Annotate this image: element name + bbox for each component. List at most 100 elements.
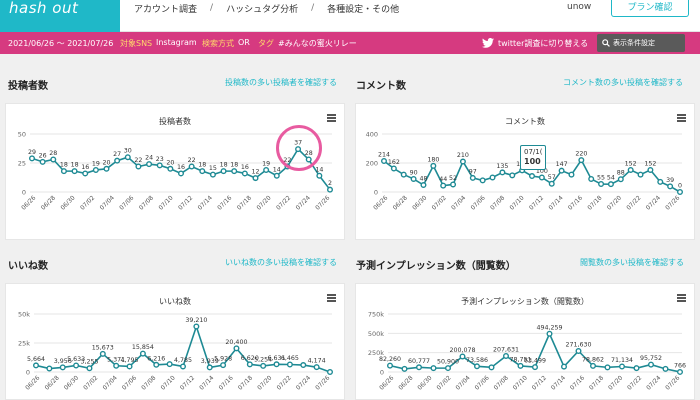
data-point[interactable]: [677, 368, 684, 375]
data-point[interactable]: [327, 368, 334, 375]
twitter-icon[interactable]: [482, 38, 494, 48]
logo[interactable]: hash out: [0, 0, 120, 32]
twitter-switch-link[interactable]: twitter調査に切り替える: [498, 39, 589, 48]
data-point[interactable]: [531, 364, 538, 371]
data-point[interactable]: [617, 176, 624, 183]
data-point[interactable]: [509, 172, 516, 179]
data-point[interactable]: [637, 171, 644, 178]
data-point[interactable]: [166, 361, 173, 368]
data-point[interactable]: [246, 361, 253, 368]
display-conditions-button[interactable]: 表示条件設定: [597, 34, 685, 52]
user-name[interactable]: unow: [567, 2, 592, 12]
data-point[interactable]: [113, 362, 120, 369]
data-point[interactable]: [60, 168, 67, 175]
nav-settings[interactable]: 各種設定・その他: [327, 4, 400, 15]
data-point[interactable]: [263, 166, 270, 173]
data-point[interactable]: [459, 353, 466, 360]
data-point[interactable]: [648, 361, 655, 368]
data-point[interactable]: [410, 175, 417, 182]
data-point[interactable]: [575, 347, 582, 354]
data-point[interactable]: [286, 361, 293, 368]
impressions-link[interactable]: 閲覧数の多い投稿を確認する: [580, 258, 684, 267]
posts-link[interactable]: 投稿数の多い投稿者を確認する: [225, 78, 337, 87]
data-point[interactable]: [528, 173, 535, 180]
data-point[interactable]: [517, 362, 524, 369]
data-point[interactable]: [33, 362, 40, 369]
data-point[interactable]: [619, 363, 626, 370]
data-point[interactable]: [607, 181, 614, 188]
data-point[interactable]: [29, 155, 36, 162]
data-point[interactable]: [220, 362, 227, 369]
data-point[interactable]: [538, 174, 545, 181]
data-point[interactable]: [430, 365, 437, 372]
data-point[interactable]: [401, 365, 408, 372]
data-point[interactable]: [260, 362, 267, 369]
plan-button[interactable]: プラン確認: [611, 0, 689, 17]
data-point[interactable]: [502, 352, 509, 359]
data-point[interactable]: [73, 362, 80, 369]
data-point[interactable]: [459, 158, 466, 165]
data-point[interactable]: [153, 361, 160, 368]
likes-link[interactable]: いいね数の多い投稿を確認する: [225, 258, 337, 267]
data-point[interactable]: [233, 345, 240, 352]
data-point[interactable]: [177, 170, 184, 177]
data-point[interactable]: [179, 363, 186, 370]
data-point[interactable]: [139, 350, 146, 357]
data-point[interactable]: [146, 161, 153, 168]
data-point[interactable]: [231, 168, 238, 175]
data-point[interactable]: [588, 175, 595, 182]
data-point[interactable]: [589, 362, 596, 369]
data-point[interactable]: [316, 172, 323, 179]
data-point[interactable]: [193, 323, 200, 330]
data-point[interactable]: [560, 363, 567, 370]
data-point[interactable]: [662, 365, 669, 372]
data-point[interactable]: [479, 177, 486, 184]
data-point[interactable]: [103, 165, 110, 172]
data-point[interactable]: [46, 365, 53, 372]
data-point[interactable]: [444, 365, 451, 372]
data-point[interactable]: [489, 174, 496, 181]
data-point[interactable]: [667, 183, 674, 190]
data-point[interactable]: [558, 167, 565, 174]
data-point[interactable]: [241, 170, 248, 177]
data-point[interactable]: [657, 178, 664, 185]
data-point[interactable]: [633, 365, 640, 372]
data-point[interactable]: [568, 171, 575, 178]
data-point[interactable]: [71, 168, 78, 175]
data-point[interactable]: [546, 330, 553, 337]
data-point[interactable]: [300, 362, 307, 369]
data-point[interactable]: [627, 166, 634, 173]
data-point[interactable]: [99, 350, 106, 357]
data-point[interactable]: [252, 175, 259, 182]
data-point[interactable]: [92, 166, 99, 173]
date-range[interactable]: 2021/06/26 〜 2021/07/26: [8, 39, 114, 48]
data-point[interactable]: [604, 364, 611, 371]
data-point[interactable]: [59, 364, 66, 371]
data-point[interactable]: [488, 364, 495, 371]
data-point[interactable]: [156, 162, 163, 169]
menu-icon[interactable]: [327, 294, 336, 302]
data-point[interactable]: [416, 364, 423, 371]
menu-icon[interactable]: [677, 294, 686, 302]
nav-hashtag-analysis[interactable]: ハッシュタグ分析: [226, 4, 299, 15]
data-point[interactable]: [39, 158, 46, 165]
data-point[interactable]: [135, 163, 142, 170]
data-point[interactable]: [220, 168, 227, 175]
data-point[interactable]: [126, 363, 133, 370]
data-point[interactable]: [50, 156, 57, 163]
menu-icon[interactable]: [327, 114, 336, 122]
data-point[interactable]: [313, 364, 320, 371]
data-point[interactable]: [206, 364, 213, 371]
data-point[interactable]: [273, 172, 280, 179]
data-point[interactable]: [473, 363, 480, 370]
nav-account-research[interactable]: アカウント調査: [134, 4, 198, 15]
data-point[interactable]: [469, 174, 476, 181]
data-point[interactable]: [677, 188, 684, 195]
data-point[interactable]: [598, 181, 605, 188]
data-point[interactable]: [188, 163, 195, 170]
data-point[interactable]: [400, 171, 407, 178]
data-point[interactable]: [273, 361, 280, 368]
menu-icon[interactable]: [677, 114, 686, 122]
data-point[interactable]: [387, 362, 394, 369]
data-point[interactable]: [86, 365, 93, 372]
